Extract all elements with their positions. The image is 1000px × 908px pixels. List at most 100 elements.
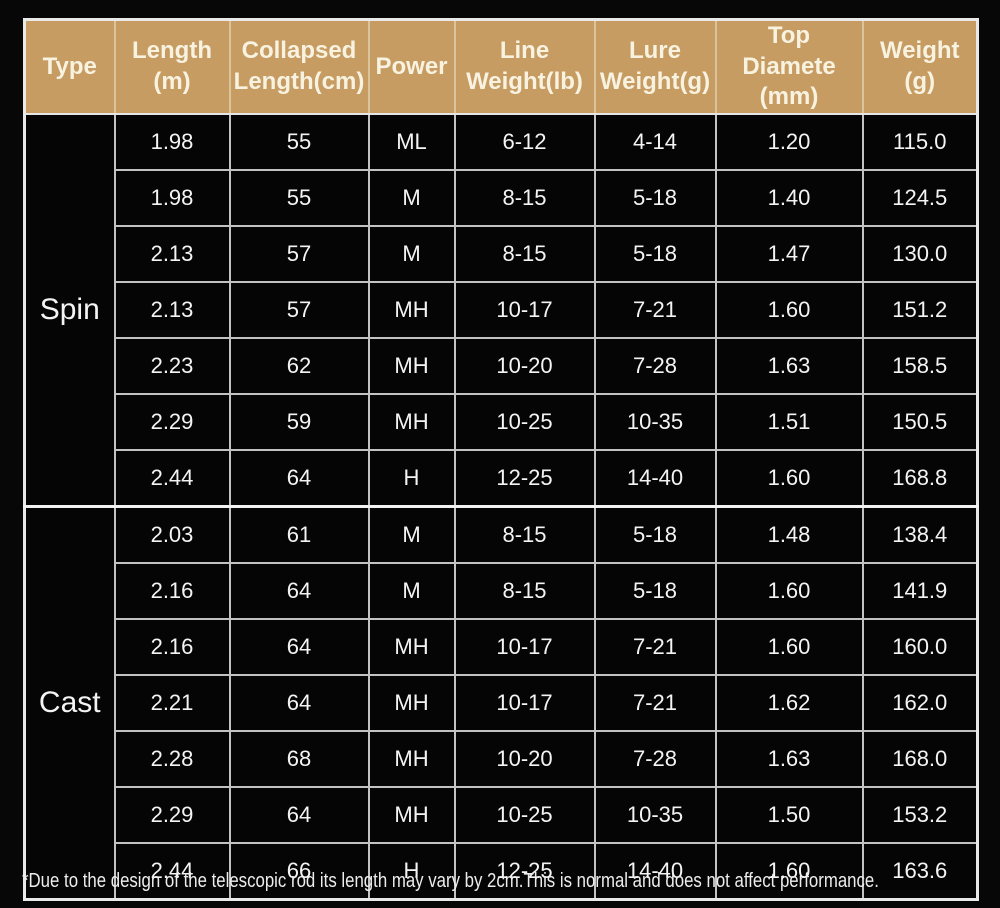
- spec-cell-power: MH: [367, 281, 456, 340]
- column-header-line: Power: [375, 52, 448, 80]
- table-row: 2.16 64 MH 10-17 7-21 1.60 160.0: [25, 618, 979, 677]
- spec-cell-lure-weight: 14-40: [593, 449, 717, 508]
- table-row: 2.44 64 H 12-25 14-40 1.60 168.8: [25, 449, 979, 508]
- spec-cell-top-diameter: 1.51: [714, 393, 864, 452]
- column-header-length-m: Length (m): [113, 19, 230, 116]
- column-header-line: Line: [499, 37, 550, 65]
- column-header-top-diameter: Top Diamete (mm): [714, 19, 863, 116]
- column-header-line: Collapsed: [241, 37, 357, 65]
- column-header-line: (mm): [759, 83, 819, 111]
- spec-cell-power: MH: [367, 618, 456, 677]
- spec-cell-lure-weight: 5-18: [593, 169, 717, 228]
- table-row: Cast 2.03 61 M 8-15 5-18 1.48 138.4: [24, 505, 979, 901]
- column-header-line: (g): [904, 68, 936, 96]
- spec-cell-line-weight: 8-15: [453, 562, 596, 621]
- spec-cell-weight-g: 158.5: [861, 337, 979, 396]
- spec-cell-power: M: [367, 505, 456, 565]
- spec-cell-power: M: [367, 169, 456, 228]
- spec-cell-weight-g: 168.0: [861, 730, 979, 789]
- spec-cell-weight-g: 160.0: [861, 618, 979, 677]
- table-row: 2.28 68 MH 10-20 7-28 1.63 168.0: [25, 730, 979, 789]
- spec-table-header: Type Length (m) Collapsed Length(cm) Power Lin…: [24, 19, 978, 116]
- column-header-line: (m): [153, 68, 191, 96]
- spec-cell-length-m: 2.16: [113, 618, 231, 677]
- table-row: 1.98 55 M 8-15 5-18 1.40 124.5: [25, 169, 979, 228]
- column-header-line: Weight: [879, 37, 960, 65]
- spec-cell-collapsed-length: 57: [228, 281, 370, 340]
- spec-cell-lure-weight: 4-14: [593, 113, 717, 172]
- spec-cell-weight-g: 151.2: [861, 281, 979, 340]
- spec-cell-lure-weight: 10-35: [593, 786, 717, 845]
- spec-cell-line-weight: 10-20: [453, 730, 596, 789]
- spec-cell-length-m: 2.03: [113, 505, 231, 565]
- spec-cell-top-diameter: 1.60: [714, 449, 864, 508]
- spec-cell-top-diameter: 1.50: [714, 786, 864, 845]
- spec-cell-weight-g: 163.6: [861, 842, 979, 901]
- spec-cell-lure-weight: 14-40: [593, 842, 717, 901]
- spec-cell-line-weight: 6-12: [453, 113, 596, 172]
- spec-cell-length-m: 2.23: [113, 337, 231, 396]
- spec-cell-top-diameter: 1.60: [714, 281, 864, 340]
- spec-cell-collapsed-length: 66: [228, 842, 370, 901]
- spec-cell-top-diameter: 1.63: [714, 730, 864, 789]
- spec-cell-power: H: [367, 449, 456, 508]
- table-row: Spin 1.98 55 ML 6-12 4-14 1.20 115.0: [24, 113, 979, 508]
- spec-cell-collapsed-length: 68: [228, 730, 370, 789]
- spec-cell-top-diameter: 1.63: [714, 337, 864, 396]
- spec-cell-collapsed-length: 64: [228, 786, 370, 845]
- group-cast: Cast 2.03 61 M 8-15 5-18 1.48 138.4 2.16 64 M 8-15 5…: [24, 505, 979, 901]
- spec-cell-length-m: 2.21: [113, 674, 231, 733]
- spec-cell-line-weight: 8-15: [453, 505, 596, 565]
- spec-cell-lure-weight: 5-18: [593, 505, 717, 565]
- spec-cell-line-weight: 8-15: [453, 169, 596, 228]
- column-header-line: Top Diamete: [742, 22, 836, 80]
- spec-cell-top-diameter: 1.47: [714, 225, 864, 284]
- spec-cell-length-m: 2.29: [113, 393, 231, 452]
- spec-cell-power: M: [367, 562, 456, 621]
- spec-cell-line-weight: 12-25: [453, 842, 596, 901]
- table-row: 2.44 66 H 12-25 14-40 1.60 163.6: [25, 842, 979, 901]
- spec-cell-collapsed-length: 62: [228, 337, 370, 396]
- spec-cell-power: H: [367, 842, 456, 901]
- spec-cell-weight-g: 130.0: [861, 225, 979, 284]
- spec-cell-lure-weight: 7-21: [593, 281, 717, 340]
- spec-cell-length-m: 2.44: [113, 449, 231, 508]
- spec-cell-collapsed-length: 64: [228, 618, 370, 677]
- spec-cell-top-diameter: 1.60: [714, 562, 864, 621]
- spec-cell-line-weight: 8-15: [453, 225, 596, 284]
- table-row: 2.29 59 MH 10-25 10-35 1.51 150.5: [25, 393, 979, 452]
- spec-cell-weight-g: 153.2: [861, 786, 979, 845]
- spec-cell-line-weight: 10-17: [453, 281, 596, 340]
- spec-cell-top-diameter: 1.20: [714, 113, 864, 172]
- spec-cell-collapsed-length: 55: [228, 169, 370, 228]
- spec-cell-length-m: 2.28: [113, 730, 231, 789]
- spec-cell-lure-weight: 7-28: [593, 337, 717, 396]
- column-header-line: Weight(g): [599, 68, 711, 96]
- spec-cell-line-weight: 12-25: [453, 449, 596, 508]
- column-header-line: Type: [42, 52, 97, 80]
- spec-cell-top-diameter: 1.40: [714, 169, 864, 228]
- spec-cell-collapsed-length: 64: [228, 562, 370, 621]
- spec-cell-length-m: 2.13: [113, 281, 231, 340]
- spec-cell-power: MH: [367, 337, 456, 396]
- spec-cell-length-m: 1.98: [113, 169, 231, 228]
- spec-table: Type Length (m) Collapsed Length(cm) Power Lin…: [23, 18, 979, 902]
- group-label-spin: Spin: [24, 113, 116, 508]
- footnote-text: *Due to the design of the telescopic rod…: [22, 870, 879, 892]
- column-header-collapsed-length: Collapsed Length(cm): [228, 19, 369, 116]
- table-row: 2.16 64 M 8-15 5-18 1.60 141.9: [25, 562, 979, 621]
- column-header-type: Type: [24, 19, 115, 116]
- spec-cell-top-diameter: 1.60: [714, 842, 864, 901]
- column-header-line: Lure: [628, 37, 681, 65]
- column-header-line: Length: [132, 37, 212, 65]
- spec-cell-lure-weight: 10-35: [593, 393, 717, 452]
- spec-cell-weight-g: 124.5: [861, 169, 979, 228]
- spec-cell-collapsed-length: 59: [228, 393, 370, 452]
- spec-cell-power: MH: [367, 393, 456, 452]
- spec-cell-power: ML: [367, 113, 456, 172]
- spec-cell-collapsed-length: 61: [228, 505, 370, 565]
- spec-cell-collapsed-length: 55: [228, 113, 370, 172]
- spec-cell-collapsed-length: 64: [228, 449, 370, 508]
- spec-cell-weight-g: 162.0: [861, 674, 979, 733]
